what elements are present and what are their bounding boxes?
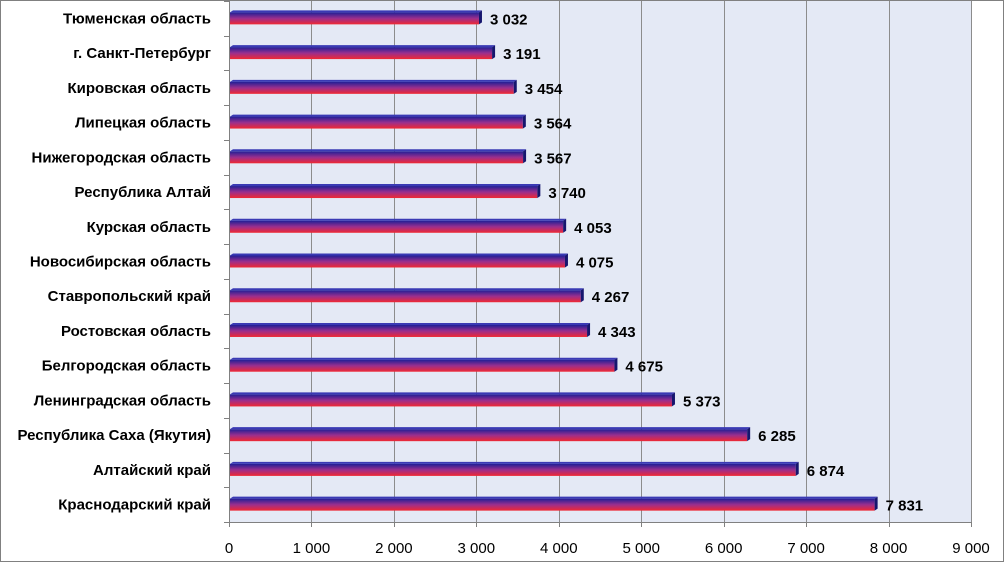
bar xyxy=(230,498,875,511)
bar-end-cap xyxy=(587,322,591,337)
bar xyxy=(230,394,672,407)
category-label: Ленинградская область xyxy=(34,392,211,409)
data-label: 3 032 xyxy=(490,11,528,28)
category-label: Краснодарский край xyxy=(58,497,211,514)
x-tick-label: 0 xyxy=(225,540,233,557)
data-label: 3 740 xyxy=(548,185,586,202)
bar xyxy=(230,12,479,25)
bar xyxy=(230,324,588,337)
bar xyxy=(230,220,564,233)
category-label: Тюменская область xyxy=(63,10,211,27)
x-tick-label: 2 000 xyxy=(375,540,413,557)
data-label: 4 675 xyxy=(625,359,663,376)
x-tick-label: 5 000 xyxy=(622,540,660,557)
bar-top-face xyxy=(230,496,878,499)
bar-end-cap xyxy=(537,184,541,199)
axes xyxy=(224,1,972,527)
bar-top-face xyxy=(230,288,584,291)
category-label: Нижегородская область xyxy=(32,149,211,166)
x-tick-label: 1 000 xyxy=(293,540,331,557)
bar-end-cap xyxy=(564,253,568,268)
data-label: 3 564 xyxy=(534,116,572,133)
x-tick-label: 7 000 xyxy=(787,540,825,557)
bar-end-cap xyxy=(874,496,878,511)
bar-top-face xyxy=(230,184,541,187)
bar xyxy=(230,81,514,94)
category-label: Республика Алтай xyxy=(75,184,211,201)
labels: 0 1 000 2 000 3 000 4 000 5 000 6 000 7 000 8 00… xyxy=(17,10,989,557)
bar-top-face xyxy=(230,79,517,82)
category-label: г. Санкт-Петербург xyxy=(73,45,211,62)
data-label: 6 874 xyxy=(807,463,845,480)
bar-end-cap xyxy=(747,427,751,442)
x-tick-label: 9 000 xyxy=(952,540,990,557)
bar-end-cap xyxy=(513,79,517,94)
data-label: 3 567 xyxy=(534,150,572,167)
data-label: 7 831 xyxy=(886,498,924,515)
bar-end-cap xyxy=(795,461,799,476)
bar xyxy=(230,151,524,164)
category-label: Алтайский край xyxy=(93,462,211,479)
bar-top-face xyxy=(230,45,496,48)
x-tick-label: 4 000 xyxy=(540,540,578,557)
bar-top-face xyxy=(230,253,568,256)
bar-top-face xyxy=(230,218,567,221)
bar-top-face xyxy=(230,392,675,395)
bar-end-cap xyxy=(478,10,482,25)
bars xyxy=(230,10,878,511)
bar-end-cap xyxy=(563,218,567,233)
category-label: Белгородская область xyxy=(42,358,211,375)
bar xyxy=(230,359,615,372)
bar-end-cap xyxy=(580,288,584,303)
bar xyxy=(230,463,796,476)
data-label: 6 285 xyxy=(758,428,796,445)
category-label: Курская область xyxy=(87,219,211,236)
x-tick-label: 3 000 xyxy=(458,540,496,557)
bar-top-face xyxy=(230,461,799,464)
bar-end-cap xyxy=(492,45,496,60)
x-tick-label: 6 000 xyxy=(705,540,743,557)
bar xyxy=(230,290,581,303)
bar-end-cap xyxy=(614,357,618,372)
bar-top-face xyxy=(230,114,526,117)
category-label: Новосибирская область xyxy=(30,254,211,271)
bar xyxy=(230,429,748,442)
bar xyxy=(230,186,538,199)
bar-top-face xyxy=(230,149,527,152)
bar-end-cap xyxy=(523,149,527,164)
category-label: Ставропольский край xyxy=(48,288,211,305)
bar xyxy=(230,47,493,60)
data-label: 5 373 xyxy=(683,393,721,410)
data-label: 4 343 xyxy=(598,324,636,341)
data-label: 4 267 xyxy=(592,289,630,306)
data-label: 3 454 xyxy=(525,81,563,98)
bar xyxy=(230,255,565,268)
bar-top-face xyxy=(230,10,482,13)
data-label: 4 075 xyxy=(576,255,614,272)
bar-top-face xyxy=(230,357,618,360)
data-label: 4 053 xyxy=(574,220,612,237)
bar xyxy=(230,116,523,129)
bar-top-face xyxy=(230,427,751,430)
category-label: Кировская область xyxy=(68,80,212,97)
bar-end-cap xyxy=(671,392,675,407)
data-label: 3 191 xyxy=(503,46,541,63)
bar-top-face xyxy=(230,322,591,325)
x-tick-label: 8 000 xyxy=(870,540,908,557)
category-label: Ростовская область xyxy=(61,323,211,340)
bar-end-cap xyxy=(522,114,526,129)
category-label: Республика Саха (Якутия) xyxy=(17,427,211,444)
category-label: Липецкая область xyxy=(75,115,211,132)
